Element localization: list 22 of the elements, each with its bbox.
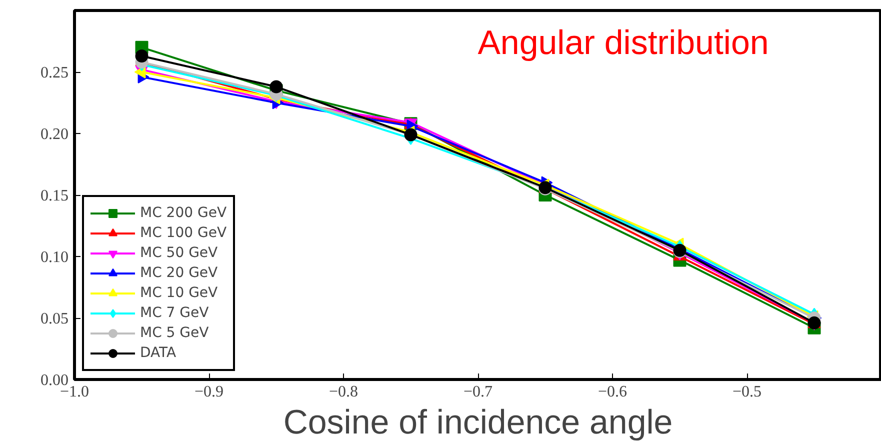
y-tick-label: 0.15 [40,188,68,204]
legend-label: MC 100 GeV [140,224,227,242]
x-tick-label: −0.6 [598,384,628,400]
legend-label: MC 5 GeV [140,324,209,342]
x-tick-label: −0.5 [732,384,762,400]
y-tick-label: 0.05 [40,310,68,328]
point [270,80,283,94]
x-tick-label: −0.9 [194,384,224,400]
y-tick-label: 0.20 [40,126,68,143]
y-tick-label: 0.25 [40,64,68,82]
legend-label: MC 20 GeV [140,264,218,282]
legend-label: MC 7 GeV [140,304,209,322]
point [135,50,148,62]
y-tick-label: 0.10 [40,249,68,266]
chart-title: Angular distribution [478,24,769,62]
legend-label: MC 200 GeV [140,204,227,222]
x-axis-title: Cosine of incidence angle [283,404,673,442]
x-tick-label: −0.7 [463,384,493,400]
legend-label: DATA [140,344,176,362]
x-tick-label: −0.8 [328,384,358,400]
legend-label: MC 10 GeV [140,284,218,302]
legend-label: MC 50 GeV [140,244,218,262]
